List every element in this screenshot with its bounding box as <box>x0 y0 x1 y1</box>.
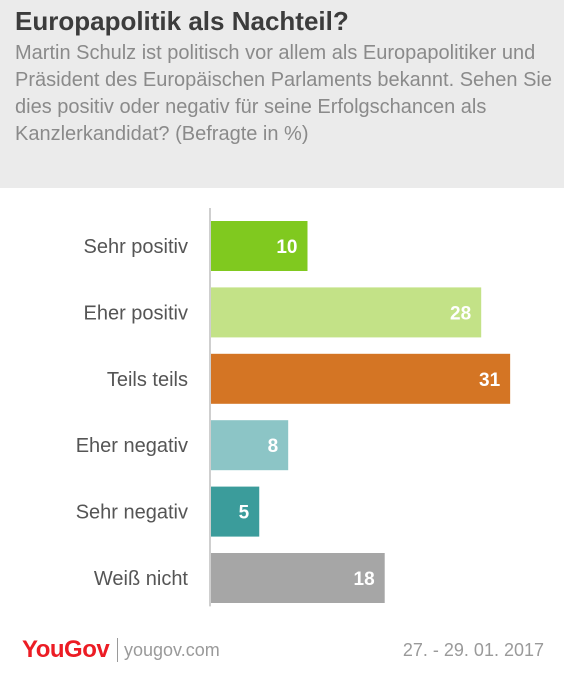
category-label: Sehr negativ <box>76 502 188 524</box>
category-label: Sehr positiv <box>84 236 189 258</box>
footer-divider <box>117 638 118 662</box>
category-label: Eher negativ <box>76 435 188 457</box>
data-label: 31 <box>479 370 501 391</box>
bar-6 <box>211 553 385 603</box>
survey-date: 27. - 29. 01. 2017 <box>402 640 544 660</box>
data-label: 18 <box>354 569 375 590</box>
bar-2 <box>211 287 482 338</box>
category-label: Eher positiv <box>84 302 189 324</box>
bar-1 <box>211 221 308 271</box>
data-label: 5 <box>239 503 250 524</box>
chart-subtitle: Martin Schulz ist politisch vor allem al… <box>15 42 553 145</box>
bar-4 <box>211 420 289 471</box>
bar-5 <box>211 486 260 537</box>
data-label: 10 <box>276 237 297 258</box>
chart-title: Europapolitik als Nachteil? <box>15 6 349 36</box>
header-panel: Europapolitik als Nachteil? Martin Schul… <box>0 0 564 188</box>
bar-3 <box>211 353 511 404</box>
bar-chart: Sehr positiv 10 Eher positiv 28 Teils teils 3… <box>76 208 511 607</box>
data-label: 28 <box>450 303 471 324</box>
category-label: Weiß nicht <box>94 568 189 590</box>
data-label: 8 <box>268 436 279 457</box>
yougov-logo: YouGov <box>22 636 110 663</box>
footer-url: yougov.com <box>124 640 220 660</box>
category-label: Teils teils <box>107 369 188 391</box>
